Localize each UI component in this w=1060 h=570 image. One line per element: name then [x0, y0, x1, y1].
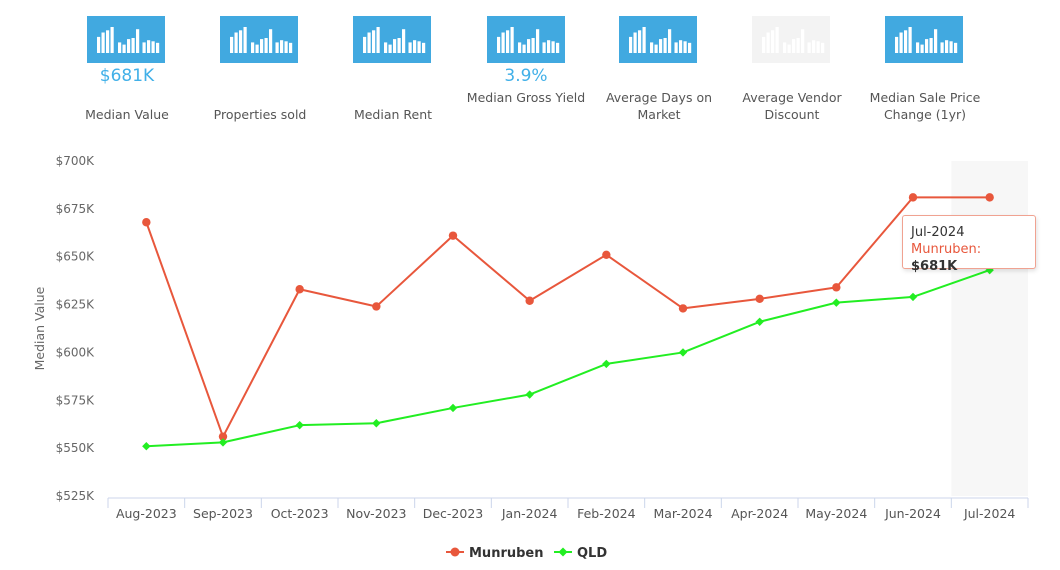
tooltip-series-name: Munruben: [911, 242, 982, 257]
qld-point [372, 419, 381, 428]
x-tick-label: Apr-2024 [731, 506, 788, 521]
average-days-on-market-label: Average Days on Market [605, 90, 713, 122]
median-sale-price-change-label: Median Sale Price Change (1yr) [869, 90, 981, 122]
x-tick-label: Nov-2023 [346, 506, 406, 521]
qld-point [678, 348, 688, 357]
munruben-point [602, 250, 611, 259]
tooltip-date: Jul-2024 [911, 225, 965, 240]
tooltip-value: $681K [911, 259, 958, 274]
median-rent-chart-icon[interactable] [353, 16, 431, 63]
average-vendor-discount-label: Average Vendor Discount [742, 90, 842, 122]
munruben-point [755, 294, 764, 304]
qld-point [448, 403, 458, 413]
y-tick-label: $700K [56, 154, 96, 168]
median-sale-price-change-chart-icon[interactable] [885, 16, 963, 63]
qld-point [218, 438, 228, 447]
y-tick-label: $550K [56, 441, 96, 455]
munruben-point [908, 193, 918, 202]
munruben-point [448, 231, 458, 240]
x-tick-label: Jan-2024 [501, 506, 558, 521]
chart-tooltip: Jul-2024 Munruben: $681K [902, 215, 1036, 274]
qld-point [602, 359, 611, 369]
qld-point [755, 317, 764, 326]
x-tick-label: Jul-2024 [963, 506, 1015, 521]
legend-marker [558, 547, 568, 557]
y-tick-label: $600K [56, 345, 96, 359]
munruben-series-line [145, 196, 990, 438]
x-tick-label: Aug-2023 [116, 506, 177, 521]
x-tick-label: Jun-2024 [884, 506, 941, 521]
munruben-point [525, 296, 534, 305]
y-tick-label: $650K [56, 250, 96, 264]
munruben-point [678, 304, 688, 313]
munruben-point [832, 283, 841, 292]
median-value-chart-icon[interactable] [87, 16, 165, 63]
munruben-point [372, 302, 381, 311]
median-gross-yield-chart-icon[interactable] [487, 16, 565, 63]
qld-point [142, 442, 151, 451]
x-tick-label: Oct-2023 [271, 506, 329, 521]
y-tick-label: $675K [56, 202, 96, 216]
median-gross-yield-label: Median Gross Yield [466, 90, 586, 105]
qld-point [908, 292, 918, 302]
qld-point [295, 420, 304, 430]
average-vendor-discount-chart-icon [752, 16, 830, 63]
y-tick-label: $625K [56, 298, 96, 312]
median-value-figure: $681K [99, 66, 155, 86]
legend-marker [450, 547, 460, 557]
properties-sold-chart-icon[interactable] [220, 16, 298, 63]
legend-qld: QLD [577, 546, 607, 561]
munruben-point [142, 218, 151, 227]
y-axis-title: Median Value [32, 286, 47, 370]
qld-point [525, 390, 534, 399]
hover-band [951, 161, 1028, 496]
x-tick-label: Dec-2023 [423, 506, 484, 521]
x-tick-label: May-2024 [805, 506, 867, 521]
y-tick-label: $525K [56, 489, 96, 503]
qld-point [832, 298, 841, 307]
x-tick-label: Sep-2023 [193, 506, 253, 521]
munruben-point [985, 193, 994, 202]
median-value-label: Median Value [85, 107, 169, 122]
x-tick-label: Feb-2024 [577, 506, 636, 521]
y-tick-label: $575K [56, 393, 96, 407]
median-gross-yield-figure: 3.9% [504, 66, 548, 86]
legend-munruben: Munruben [469, 546, 544, 561]
x-tick-label: Mar-2024 [653, 506, 712, 521]
average-days-on-market-chart-icon[interactable] [619, 16, 697, 63]
properties-sold-label: Properties sold [213, 107, 307, 122]
munruben-point [295, 285, 304, 294]
qld-series-line [146, 269, 990, 448]
median-rent-label: Median Rent [353, 107, 433, 122]
munruben-point [218, 432, 228, 441]
